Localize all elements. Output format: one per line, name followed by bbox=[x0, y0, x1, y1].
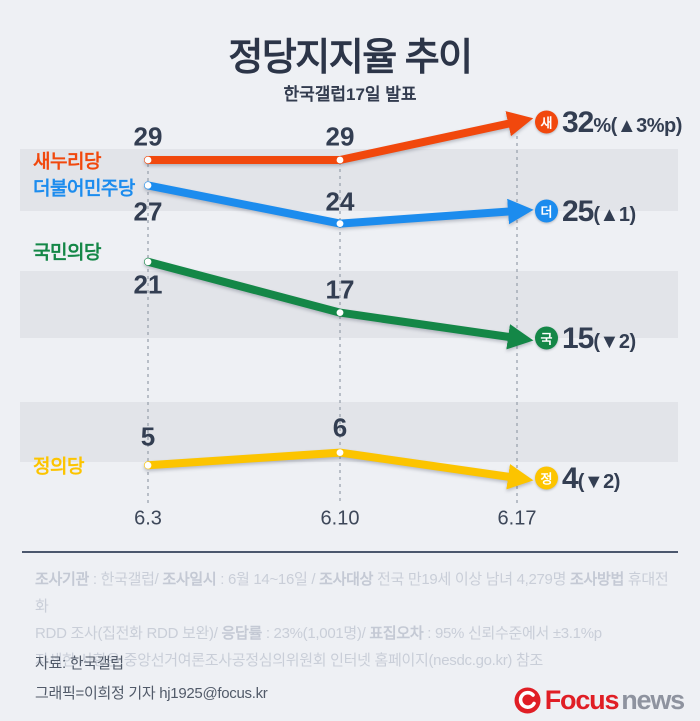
party-badge: 정 bbox=[535, 466, 558, 490]
page-subtitle: 한국갤럽17일 발표 bbox=[283, 85, 417, 104]
point-value-label: 29 bbox=[325, 121, 355, 152]
point-value-label: 24 bbox=[325, 186, 355, 217]
survey-footnote: 조사기관 : 한국갤럽/ 조사일시 : 6월 14~16일 / 조사대상 전국 … bbox=[35, 566, 680, 674]
point-value-label: 21 bbox=[133, 269, 163, 300]
data-point bbox=[144, 461, 152, 469]
divider-line bbox=[22, 551, 678, 553]
end-value-label: 15(▼2) bbox=[562, 322, 636, 356]
end-value-change: (▼2) bbox=[577, 471, 621, 493]
point-value-label: 29 bbox=[133, 121, 163, 152]
party-badge: 새 bbox=[535, 110, 558, 134]
party-label: 국민의당 bbox=[33, 242, 101, 264]
data-point bbox=[336, 309, 344, 316]
brand-logo: Focus news bbox=[514, 685, 685, 716]
focus-news-icon bbox=[514, 687, 541, 714]
data-point bbox=[144, 258, 152, 266]
footnote-line: 자세한 사항은 중앙선거여론조사공정심의위원회 인터넷 홈페이지(nesdc.g… bbox=[35, 652, 543, 669]
x-tick-label: 6.10 bbox=[320, 507, 360, 530]
source-label: 자료: 한국갤럽 bbox=[35, 655, 124, 672]
end-value-main: 4 bbox=[562, 462, 579, 495]
data-point bbox=[336, 220, 344, 228]
footnote-line: 조사기관 : 한국갤럽/ 조사일시 : 6월 14~16일 / 조사대상 전국 … bbox=[35, 571, 669, 615]
data-point bbox=[144, 156, 152, 164]
party-badge: 더 bbox=[535, 199, 558, 223]
page-title: 정당지지율 추이 bbox=[228, 37, 473, 79]
end-value-label: 32%(▲3%p) bbox=[562, 106, 682, 140]
data-point bbox=[336, 449, 344, 456]
point-value-label: 17 bbox=[325, 274, 355, 305]
point-value-label: 6 bbox=[332, 412, 348, 443]
party-label: 더불어민주당 bbox=[33, 178, 135, 200]
brand-name-secondary: news bbox=[621, 685, 685, 715]
series-line-4 bbox=[144, 448, 534, 490]
data-points bbox=[144, 156, 344, 469]
end-value-label: 4(▼2) bbox=[562, 462, 620, 496]
point-value-label: 5 bbox=[140, 421, 156, 452]
end-value-change: %(▲3%p) bbox=[593, 114, 682, 137]
end-value-label: 25(▲1) bbox=[562, 195, 636, 229]
party-label: 정의당 bbox=[33, 456, 84, 478]
party-label: 새누리당 bbox=[33, 151, 101, 173]
party-badge: 국 bbox=[535, 326, 558, 350]
end-value-main: 32 bbox=[562, 105, 594, 139]
footnote-line: RDD 조사(집전화 RDD 보완)/ 응답률 : 23%(1,001명)/ 표… bbox=[35, 625, 602, 642]
point-value-label: 27 bbox=[133, 196, 163, 227]
end-value-main: 15 bbox=[562, 322, 594, 356]
row-band-middle bbox=[20, 271, 678, 338]
x-tick-label: 6.3 bbox=[134, 507, 162, 530]
data-point bbox=[336, 156, 344, 164]
x-tick-label: 6.17 bbox=[497, 507, 537, 530]
dashed-guides bbox=[147, 136, 518, 503]
end-value-change: (▼2) bbox=[593, 331, 636, 354]
line-chart bbox=[144, 111, 534, 503]
data-point bbox=[144, 182, 152, 189]
end-value-main: 25 bbox=[562, 194, 594, 228]
credit-label: 그래픽=이희정 기자 hj1925@focus.kr bbox=[35, 685, 268, 702]
end-value-change: (▲1) bbox=[593, 203, 636, 226]
brand-name-primary: Focus bbox=[544, 685, 620, 715]
